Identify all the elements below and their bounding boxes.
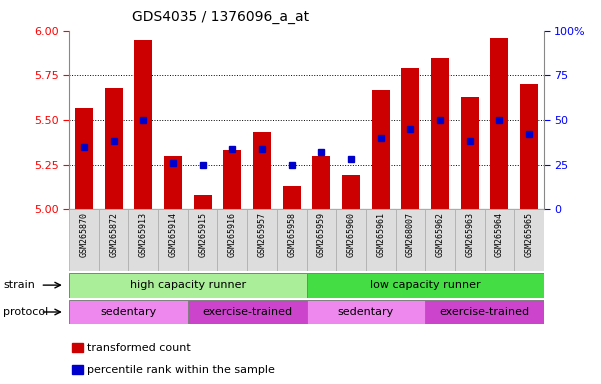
Bar xyxy=(520,84,538,209)
Bar xyxy=(247,209,277,271)
Bar xyxy=(395,209,426,271)
Text: GSM265870: GSM265870 xyxy=(79,212,88,257)
Text: GSM265964: GSM265964 xyxy=(495,212,504,257)
Bar xyxy=(277,209,307,271)
Text: GSM265959: GSM265959 xyxy=(317,212,326,257)
Bar xyxy=(514,209,544,271)
Bar xyxy=(69,209,99,271)
Bar xyxy=(164,156,182,209)
Bar xyxy=(307,300,426,324)
Text: GSM265958: GSM265958 xyxy=(287,212,296,257)
Bar xyxy=(426,209,455,271)
Bar xyxy=(426,300,544,324)
Text: exercise-trained: exercise-trained xyxy=(439,307,529,317)
Text: GSM265965: GSM265965 xyxy=(525,212,534,257)
Bar xyxy=(307,273,544,298)
Text: GSM265913: GSM265913 xyxy=(139,212,148,257)
Bar xyxy=(188,209,218,271)
Text: sedentary: sedentary xyxy=(100,307,157,317)
Bar xyxy=(158,209,188,271)
Bar xyxy=(105,88,123,209)
Bar xyxy=(490,38,508,209)
Bar xyxy=(372,89,389,209)
Text: percentile rank within the sample: percentile rank within the sample xyxy=(87,365,275,375)
Bar xyxy=(188,300,307,324)
Bar xyxy=(75,108,93,209)
Text: transformed count: transformed count xyxy=(87,343,191,353)
Bar xyxy=(224,151,241,209)
Bar xyxy=(307,209,336,271)
Bar xyxy=(218,209,247,271)
Bar xyxy=(401,68,419,209)
Bar xyxy=(366,209,395,271)
Bar xyxy=(135,40,152,209)
Bar xyxy=(461,97,478,209)
Bar xyxy=(194,195,212,209)
Text: GSM265962: GSM265962 xyxy=(436,212,445,257)
Bar xyxy=(69,273,307,298)
Bar xyxy=(455,209,484,271)
Text: GSM265960: GSM265960 xyxy=(347,212,356,257)
Text: strain: strain xyxy=(3,280,35,290)
Text: high capacity runner: high capacity runner xyxy=(130,280,246,290)
Bar xyxy=(282,186,300,209)
Text: GSM265872: GSM265872 xyxy=(109,212,118,257)
Text: exercise-trained: exercise-trained xyxy=(202,307,292,317)
Text: low capacity runner: low capacity runner xyxy=(370,280,481,290)
Bar xyxy=(69,300,188,324)
Bar xyxy=(99,209,129,271)
Text: GSM265963: GSM265963 xyxy=(465,212,474,257)
Text: protocol: protocol xyxy=(3,307,48,317)
Text: GSM265957: GSM265957 xyxy=(257,212,266,257)
Bar xyxy=(342,175,360,209)
Bar xyxy=(431,58,449,209)
Text: GDS4035 / 1376096_a_at: GDS4035 / 1376096_a_at xyxy=(132,10,310,23)
Bar xyxy=(336,209,366,271)
Text: GSM268007: GSM268007 xyxy=(406,212,415,257)
Text: GSM265916: GSM265916 xyxy=(228,212,237,257)
Bar xyxy=(484,209,514,271)
Bar xyxy=(313,156,331,209)
Text: GSM265914: GSM265914 xyxy=(168,212,177,257)
Text: sedentary: sedentary xyxy=(338,307,394,317)
Text: GSM265961: GSM265961 xyxy=(376,212,385,257)
Bar xyxy=(129,209,158,271)
Bar xyxy=(253,132,271,209)
Text: GSM265915: GSM265915 xyxy=(198,212,207,257)
